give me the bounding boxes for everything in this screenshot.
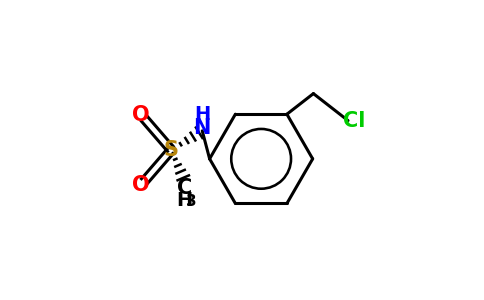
- Text: O: O: [132, 105, 149, 125]
- Text: H: H: [194, 105, 211, 124]
- Text: 3: 3: [186, 194, 197, 209]
- Text: H: H: [177, 190, 193, 210]
- Text: N: N: [194, 118, 211, 138]
- Text: S: S: [164, 140, 179, 160]
- Text: C: C: [177, 178, 192, 198]
- Text: O: O: [132, 175, 149, 195]
- Text: Cl: Cl: [343, 111, 365, 130]
